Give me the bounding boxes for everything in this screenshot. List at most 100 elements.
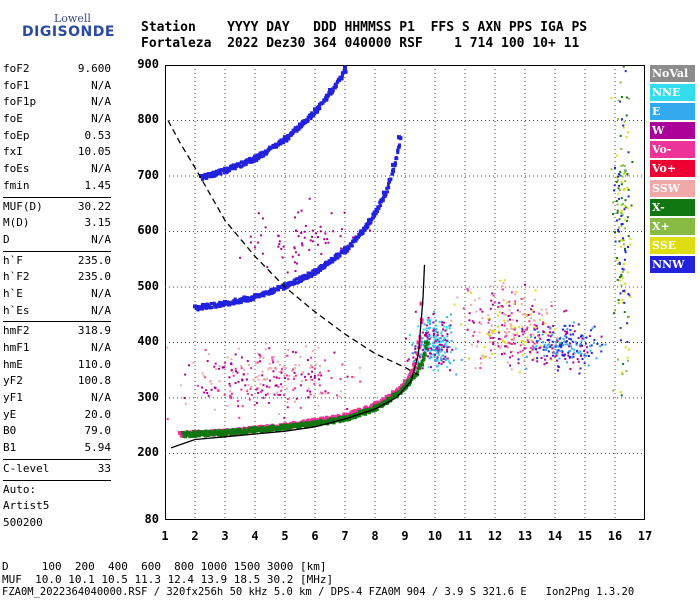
echo-pixel	[359, 380, 362, 383]
echo-pixel	[568, 337, 571, 340]
echo-pixel	[557, 365, 560, 368]
echo-pixel	[531, 345, 534, 348]
echo-pixel	[491, 303, 494, 306]
echo-pixel	[553, 352, 556, 355]
echo-pixel	[626, 271, 629, 274]
echo-pixel	[275, 384, 278, 387]
x-tick-label: 2	[191, 529, 199, 543]
param-row: foEs N/A	[3, 162, 115, 179]
echo-pixel	[543, 343, 546, 346]
echo-pixel	[508, 309, 511, 312]
trace-echo-mark	[239, 160, 243, 164]
trace-echo-mark	[198, 433, 202, 437]
trace-echo-mark	[380, 200, 384, 204]
echo-pixel	[240, 388, 243, 391]
echo-pixel	[433, 330, 436, 333]
echo-pixel	[298, 364, 301, 367]
echo-pixel	[626, 174, 629, 177]
echo-pixel	[497, 325, 500, 328]
echo-pixel	[586, 351, 589, 354]
trace-echo-mark	[208, 175, 212, 179]
echo-pixel	[257, 241, 260, 244]
echo-pixel	[565, 336, 568, 339]
echo-pixel	[203, 391, 206, 394]
echo-pixel	[435, 330, 438, 333]
echo-pixel	[240, 367, 243, 370]
echo-pixel	[310, 375, 313, 378]
echo-pixel	[260, 234, 263, 237]
echo-pixel	[521, 313, 524, 316]
echo-pixel	[537, 334, 540, 337]
echo-pixel	[278, 243, 281, 246]
echo-pixel	[445, 339, 448, 342]
trace-echo-mark	[324, 260, 328, 264]
echo-pixel	[419, 356, 422, 359]
echo-pixel	[446, 316, 449, 319]
echo-pixel	[411, 343, 414, 346]
echo-pixel	[294, 387, 297, 390]
echo-pixel	[619, 327, 622, 330]
echo-pixel	[593, 325, 596, 328]
echo-pixel	[435, 349, 438, 352]
trace-echo-mark	[416, 370, 420, 374]
echo-pixel	[587, 355, 590, 358]
echo-pixel	[340, 228, 343, 231]
trace-echo-mark	[201, 176, 205, 180]
header-values: Fortaleza 2022 Dez30 364 040000 RSF 1 71…	[141, 36, 580, 51]
trace-echo-mark	[420, 318, 424, 322]
echo-pixel	[526, 339, 529, 342]
echo-pixel	[261, 389, 264, 392]
trace-echo-mark	[262, 294, 266, 298]
echo-pixel	[496, 305, 499, 308]
echo-pixel	[438, 343, 441, 346]
echo-pixel	[343, 211, 346, 214]
echo-pixel	[522, 343, 525, 346]
echo-pixel	[414, 347, 417, 350]
echo-pixel	[210, 388, 213, 391]
trace-echo-mark	[267, 425, 271, 429]
echo-pixel	[629, 295, 632, 298]
echo-pixel	[264, 378, 267, 381]
trace-echo-mark	[304, 121, 308, 125]
echo-pixel	[286, 406, 289, 409]
x-tick-label: 11	[457, 529, 473, 543]
echo-pixel	[339, 390, 342, 393]
trace-echo-mark	[208, 172, 212, 176]
echo-pixel	[543, 345, 546, 348]
parameter-panel: foF2 9.600 foF1 N/A foF1p N/A foE N/A foEp 0.53 fx…	[3, 62, 115, 532]
param-row: B0 79.0	[3, 424, 115, 441]
echo-pixel	[521, 353, 524, 356]
echo-pixel	[489, 285, 492, 288]
echo-pixel	[433, 349, 436, 352]
echo-pixel	[619, 170, 622, 173]
legend-item: NoVal	[650, 65, 695, 82]
echo-pixel	[240, 356, 243, 359]
echo-pixel	[621, 223, 624, 226]
trace-echo-mark	[209, 302, 213, 306]
echo-pixel	[417, 325, 420, 328]
echo-pixel	[446, 335, 449, 338]
echo-pixel	[542, 348, 545, 351]
echo-pixel	[428, 319, 431, 322]
echo-pixel	[449, 369, 452, 372]
echo-pixel	[552, 325, 555, 328]
echo-pixel	[436, 331, 439, 334]
echo-pixel	[438, 354, 441, 357]
echo-pixel	[299, 355, 302, 358]
trace-data-point	[424, 340, 428, 345]
echo-pixel	[245, 378, 248, 381]
echo-pixel	[455, 373, 458, 376]
footer-file-info: FZA0M_2022364040000.RSF / 320fx256h 50 k…	[2, 586, 635, 598]
echo-pixel	[231, 371, 234, 374]
param-row: hmF1 N/A	[3, 341, 115, 358]
trace-echo-mark	[396, 148, 400, 152]
echo-pixel	[293, 216, 296, 219]
echo-pixel	[420, 343, 423, 346]
echo-pixel	[448, 345, 451, 348]
echo-pixel	[450, 351, 453, 354]
echo-pixel	[257, 387, 260, 390]
echo-pixel	[551, 340, 554, 343]
echo-pixel	[341, 363, 344, 366]
echo-pixel	[569, 333, 572, 336]
trace-echo-mark	[299, 421, 303, 425]
